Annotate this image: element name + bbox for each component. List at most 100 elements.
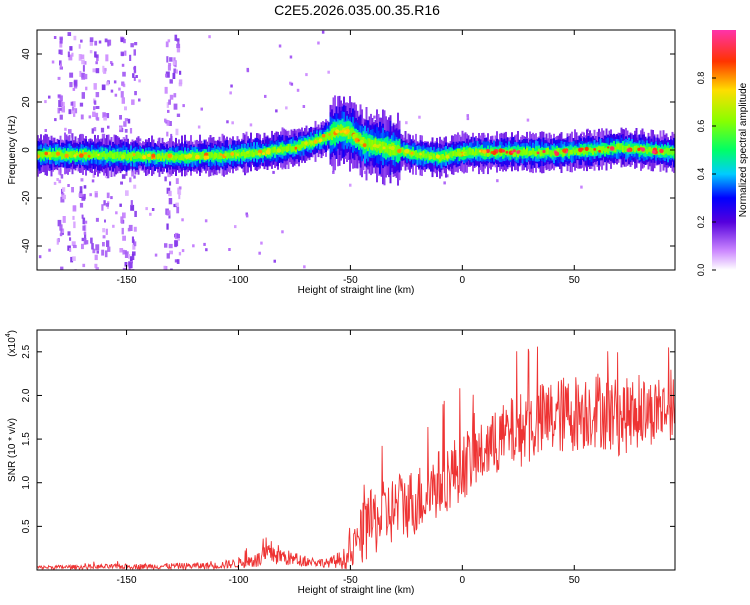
spectrogram-noise-cell bbox=[167, 39, 171, 43]
spectrogram-noise-cell bbox=[81, 59, 85, 65]
spectrogram-ridge-cell bbox=[434, 155, 437, 160]
spectrogram-ridge-cell bbox=[163, 155, 165, 161]
spectrogram-ridge-cell bbox=[619, 144, 621, 151]
spectrogram-noise-cell bbox=[70, 101, 74, 106]
spectrogram-noise-cell bbox=[273, 259, 276, 263]
spectrogram-ridge-cell bbox=[520, 149, 522, 156]
spectrogram-noise-cell bbox=[129, 177, 132, 183]
spectrogram-ridge-cell bbox=[452, 151, 455, 157]
spectrogram-peak-cell bbox=[410, 151, 414, 155]
spectrogram-peak-cell bbox=[174, 155, 178, 159]
spectrogram-noise-cell bbox=[168, 121, 172, 126]
spectrogram-ridge-cell bbox=[551, 150, 554, 156]
spectrogram-noise-cell bbox=[83, 61, 87, 65]
spectrogram-noise-cell bbox=[182, 104, 185, 108]
spectrogram-noise-cell bbox=[124, 129, 128, 133]
spectrogram-noise-cell bbox=[95, 54, 99, 58]
spectrogram-ridge-cell bbox=[160, 155, 162, 161]
spectrogram-noise-cell bbox=[91, 128, 94, 134]
spectrogram-ridge-cell bbox=[71, 151, 74, 158]
spectrogram-ridge-cell bbox=[532, 147, 534, 155]
snr-scale-text: (x10 bbox=[7, 337, 18, 357]
spectrogram-noise-cell bbox=[173, 103, 178, 110]
spectrogram-noise-cell bbox=[258, 251, 261, 255]
spectrogram-noise-cell bbox=[204, 219, 208, 223]
spectrogram-noise-cell bbox=[125, 190, 129, 196]
spectrogram-ridge-cell bbox=[425, 153, 428, 159]
spectrogram-ridge-cell bbox=[397, 144, 399, 154]
spectrogram-noise-cell bbox=[132, 251, 136, 256]
spectrogram-noise-cell bbox=[81, 92, 85, 99]
spectrogram-ridge-cell bbox=[112, 153, 114, 159]
spectrogram-noise-cell bbox=[405, 121, 408, 125]
spectrogram-noise-cell bbox=[80, 39, 83, 43]
spectrogram-ridge-cell bbox=[317, 137, 320, 143]
spectrogram-noise-cell bbox=[104, 250, 108, 258]
spectrogram-noise-cell bbox=[78, 193, 83, 198]
spectrogram-ridge-cell bbox=[409, 149, 411, 156]
spectrogram-noise-cell bbox=[103, 200, 106, 206]
spectrogram-noise-cell bbox=[205, 248, 208, 252]
spectrogram-noise-cell bbox=[56, 238, 59, 245]
spectrogram-ridge-cell bbox=[272, 146, 275, 154]
spectrogram-noise-cell bbox=[176, 113, 181, 117]
spectrogram-peak-cell bbox=[276, 148, 282, 153]
spectrogram-noise-cell bbox=[164, 176, 167, 182]
spectrogram-noise-cell bbox=[69, 237, 72, 241]
y-tick-label: 2.5 bbox=[21, 344, 32, 358]
spectrogram-ridge-cell bbox=[416, 152, 419, 159]
spectrogram-noise-cell bbox=[106, 240, 110, 247]
spectrogram-ridge-cell bbox=[671, 149, 674, 156]
spectrogram-ridge-cell bbox=[211, 152, 213, 158]
spectrogram-noise-cell bbox=[102, 228, 106, 233]
snr-scale-exponent: 4 bbox=[5, 333, 12, 337]
spectrogram-ridge-cell bbox=[574, 149, 576, 155]
spectrogram-noise-cell bbox=[134, 91, 137, 96]
spectrogram-ridge-cell bbox=[442, 154, 444, 159]
spectrogram-noise-cell bbox=[197, 125, 201, 129]
spectrogram-peak-cell bbox=[394, 147, 398, 151]
spectrogram-noise-cell bbox=[264, 94, 267, 98]
spectrogram-noise-cell bbox=[57, 94, 61, 98]
spectrogram-noise-cell bbox=[79, 102, 84, 107]
spectrogram-noise-cell bbox=[145, 207, 148, 211]
spectrogram-ridge-cell bbox=[95, 151, 98, 158]
spectrogram-noise-cell bbox=[96, 57, 99, 62]
spectrogram-noise-cell bbox=[303, 265, 306, 269]
spectrogram-ridge-cell bbox=[401, 147, 404, 153]
spectrogram-ridge-cell bbox=[439, 155, 441, 162]
spectrogram-noise-cell bbox=[59, 114, 63, 120]
spectrogram-peak-cell bbox=[542, 149, 546, 154]
spectrogram-ridge-cell bbox=[302, 140, 305, 147]
spectrogram-noise-cell bbox=[61, 101, 65, 106]
spectrogram-ridge-cell bbox=[263, 148, 266, 155]
spectrogram-noise-cell bbox=[124, 106, 127, 111]
x-tick-label: -100 bbox=[228, 575, 248, 586]
spectrogram-ridge-cell bbox=[485, 149, 488, 157]
spectrogram-peak-cell bbox=[219, 153, 223, 156]
spectrogram-ridge-cell bbox=[499, 150, 501, 157]
spectrogram-noise-cell bbox=[82, 263, 86, 268]
spectrogram-ridge-cell bbox=[59, 150, 62, 157]
spectrogram-peak-cell bbox=[294, 146, 298, 150]
spectrogram-ridge-cell bbox=[602, 146, 605, 151]
spectrogram-noise-cell bbox=[60, 196, 65, 203]
spectrogram-noise-cell bbox=[130, 256, 133, 262]
spectrogram-ridge-cell bbox=[491, 148, 494, 154]
spectrogram-ridge-cell bbox=[199, 154, 201, 160]
spectrogram-ridge-cell bbox=[628, 144, 630, 151]
spectrogram-noise-cell bbox=[94, 263, 98, 268]
spectrogram-ridge-cell bbox=[247, 151, 249, 158]
spectrogram-ridge-cell bbox=[101, 152, 104, 158]
spectrogram-noise-cell bbox=[106, 192, 110, 199]
spectrogram-noise-cell bbox=[169, 250, 173, 255]
spectrogram-noise-cell bbox=[61, 228, 65, 233]
spectrogram-ridge-cell bbox=[616, 143, 618, 150]
spectrogram-noise-cell bbox=[580, 185, 583, 189]
spectrogram-ridge-cell bbox=[622, 145, 624, 153]
spectrogram-noise-cell bbox=[166, 131, 169, 137]
spectrogram-peak-cell bbox=[388, 146, 392, 150]
spectrogram-ridge-cell bbox=[274, 146, 276, 153]
spectrogram-noise-cell bbox=[73, 221, 76, 229]
spectrogram-noise-cell bbox=[105, 228, 108, 235]
